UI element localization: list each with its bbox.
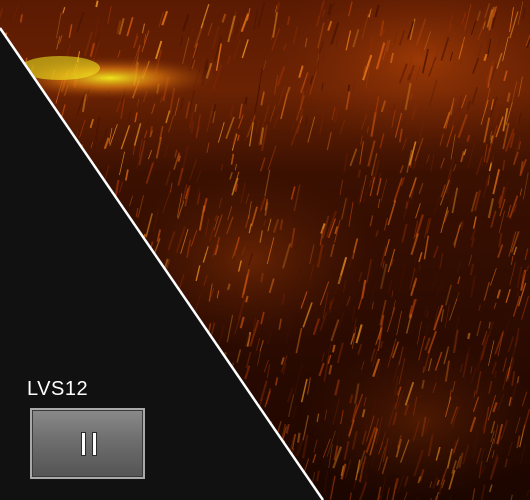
probe-label: LVS12	[27, 378, 89, 400]
sector-edge-line	[0, 27, 325, 500]
pause-icon	[81, 432, 98, 456]
pause-button[interactable]	[30, 408, 145, 479]
pause-icon-bar-right	[92, 432, 97, 456]
pause-icon-bar-left	[81, 432, 86, 456]
